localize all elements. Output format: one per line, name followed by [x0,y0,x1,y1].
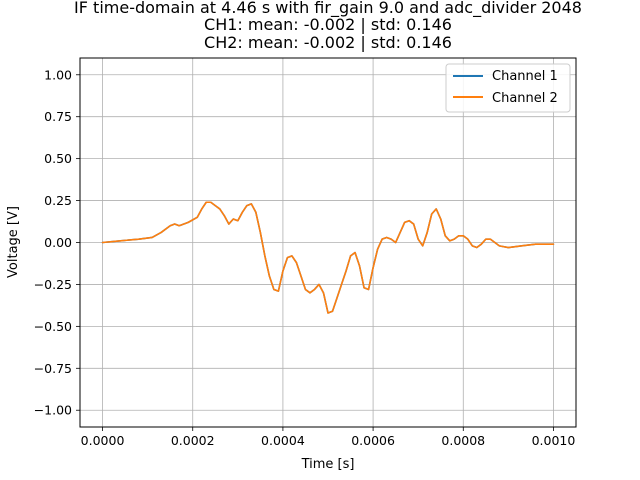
y-tick-label: −0.25 [34,277,72,292]
x-tick-label: 0.0008 [441,433,485,448]
legend-label-channel-2: Channel 2 [492,91,558,106]
series-layer [101,201,555,314]
y-tick-label: 0.25 [44,193,72,208]
x-axis-label: Time [s] [301,457,355,472]
x-tick-label: 0.0002 [171,433,215,448]
grid [80,58,576,427]
y-axis-ticks: −1.00 −0.75 −0.50 −0.25 0.00 0.25 0.50 0.75 1.00 [34,67,80,418]
y-tick-label: 0.75 [44,109,72,124]
x-tick-label: 0.0006 [351,433,395,448]
y-tick-label: 0.00 [44,235,72,250]
x-tick-label: 0.0000 [81,433,125,448]
legend-label-channel-1: Channel 1 [492,69,558,84]
series-line-channel-2 [101,201,555,314]
x-tick-label: 0.0010 [532,433,576,448]
legend: Channel 1 Channel 2 [445,63,571,113]
y-tick-label: 0.50 [44,151,72,166]
y-tick-label: −0.50 [34,319,72,334]
x-axis-ticks: 0.0000 0.0002 0.0004 0.0006 0.0008 0.0010 [81,427,576,448]
chart-title-line-1: IF time-domain at 4.46 s with fir_gain 9… [74,0,582,18]
y-axis-label: Voltage [V] [6,206,21,278]
y-tick-label: 1.00 [44,67,72,82]
x-tick-label: 0.0004 [261,433,305,448]
y-tick-label: −0.75 [34,361,72,376]
chart-title-line-2: CH1: mean: -0.002 | std: 0.146 [204,15,452,34]
y-tick-label: −1.00 [34,403,72,418]
chart-title-line-3: CH2: mean: -0.002 | std: 0.146 [204,33,452,52]
